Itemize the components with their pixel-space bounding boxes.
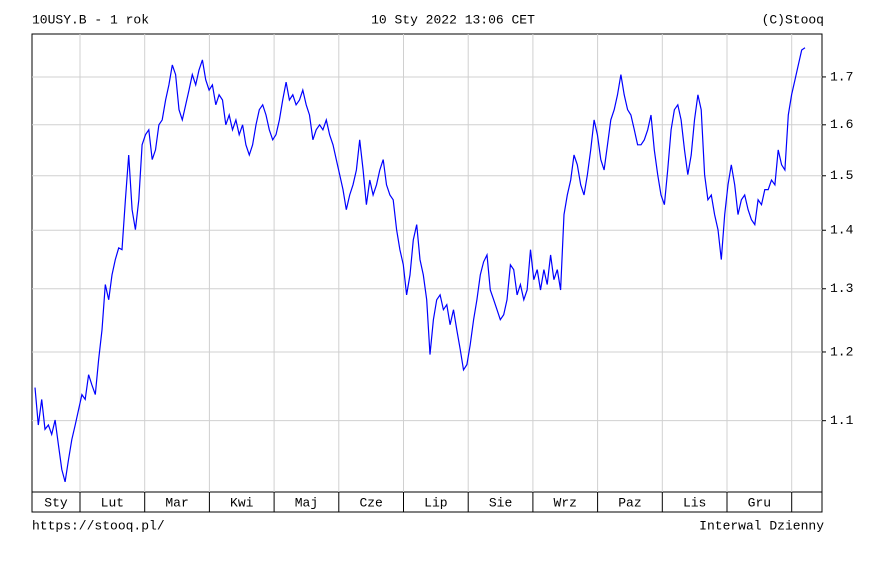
x-tick-label: Kwi (230, 495, 254, 510)
chart-title: 10USY.B - 1 rok (32, 12, 149, 27)
y-tick-label: 1.1 (830, 413, 854, 428)
x-tick-label: Paz (618, 495, 641, 510)
x-tick-label: Sie (489, 495, 512, 510)
chart-subtitle: 10 Sty 2022 13:06 CET (371, 12, 535, 27)
x-tick-label: Mar (165, 495, 188, 510)
y-tick-label: 1.2 (830, 344, 853, 359)
x-tick-label: Gru (748, 495, 771, 510)
interval: Interwal Dzienny (699, 518, 824, 533)
x-tick-label: Lip (424, 495, 447, 510)
x-tick-label: Cze (359, 495, 382, 510)
x-tick-label: Sty (44, 495, 68, 510)
price-line (34, 47, 806, 483)
url: https://stooq.pl/ (32, 518, 165, 533)
y-tick-label: 1.5 (830, 168, 853, 183)
y-tick-label: 1.6 (830, 117, 853, 132)
x-tick-label: Lis (683, 495, 706, 510)
credit: (C)Stooq (762, 12, 824, 27)
x-tick-label: Maj (295, 495, 318, 510)
plot-frame (31, 33, 823, 513)
x-tick-label: Wrz (554, 495, 577, 510)
y-tick-label: 1.3 (830, 281, 853, 296)
y-tick-label: 1.4 (830, 223, 854, 238)
y-tick-label: 1.7 (830, 69, 853, 84)
x-tick-label: Lut (101, 495, 124, 510)
